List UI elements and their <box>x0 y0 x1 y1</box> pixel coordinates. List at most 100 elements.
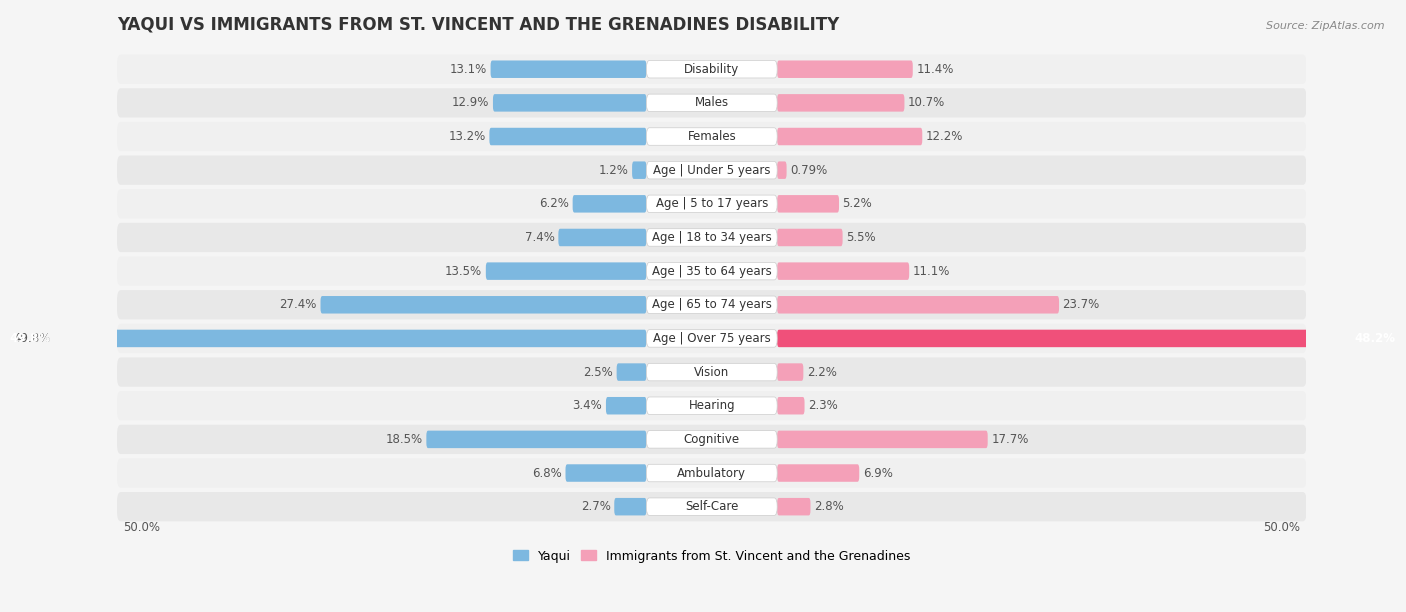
Text: 0.79%: 0.79% <box>790 163 827 177</box>
Text: 12.9%: 12.9% <box>451 96 489 110</box>
FancyBboxPatch shape <box>117 88 1306 118</box>
FancyBboxPatch shape <box>117 54 1306 84</box>
FancyBboxPatch shape <box>494 94 647 111</box>
FancyBboxPatch shape <box>572 195 647 212</box>
Text: 50.0%: 50.0% <box>124 521 160 534</box>
Text: Cognitive: Cognitive <box>683 433 740 446</box>
FancyBboxPatch shape <box>647 195 778 212</box>
Text: 2.2%: 2.2% <box>807 365 837 379</box>
Text: 17.7%: 17.7% <box>991 433 1029 446</box>
FancyBboxPatch shape <box>778 229 842 246</box>
Text: 10.7%: 10.7% <box>908 96 945 110</box>
FancyBboxPatch shape <box>647 128 778 145</box>
Text: 2.5%: 2.5% <box>583 365 613 379</box>
FancyBboxPatch shape <box>614 498 647 515</box>
FancyBboxPatch shape <box>565 465 647 482</box>
Text: 12.2%: 12.2% <box>925 130 963 143</box>
FancyBboxPatch shape <box>778 465 859 482</box>
FancyBboxPatch shape <box>558 229 647 246</box>
Text: Self-Care: Self-Care <box>685 500 738 513</box>
Text: Hearing: Hearing <box>689 399 735 412</box>
Text: 48.2%: 48.2% <box>1354 332 1395 345</box>
Text: Age | Under 5 years: Age | Under 5 years <box>652 163 770 177</box>
FancyBboxPatch shape <box>647 465 778 482</box>
FancyBboxPatch shape <box>117 324 1306 353</box>
FancyBboxPatch shape <box>617 364 647 381</box>
FancyBboxPatch shape <box>778 498 810 515</box>
FancyBboxPatch shape <box>778 263 910 280</box>
FancyBboxPatch shape <box>778 330 1350 347</box>
Text: 13.2%: 13.2% <box>449 130 486 143</box>
FancyBboxPatch shape <box>647 364 778 381</box>
FancyBboxPatch shape <box>778 61 912 78</box>
FancyBboxPatch shape <box>486 263 647 280</box>
FancyBboxPatch shape <box>647 330 778 347</box>
Text: 49.8%: 49.8% <box>10 332 51 345</box>
Text: Age | 18 to 34 years: Age | 18 to 34 years <box>652 231 772 244</box>
Text: 13.5%: 13.5% <box>446 264 482 278</box>
FancyBboxPatch shape <box>633 162 647 179</box>
Legend: Yaqui, Immigrants from St. Vincent and the Grenadines: Yaqui, Immigrants from St. Vincent and t… <box>508 545 915 567</box>
Text: 1.2%: 1.2% <box>599 163 628 177</box>
FancyBboxPatch shape <box>117 155 1306 185</box>
Text: Age | 35 to 64 years: Age | 35 to 64 years <box>652 264 772 278</box>
FancyBboxPatch shape <box>778 397 804 414</box>
FancyBboxPatch shape <box>647 263 778 280</box>
FancyBboxPatch shape <box>647 296 778 313</box>
FancyBboxPatch shape <box>489 128 647 145</box>
Text: 11.1%: 11.1% <box>912 264 950 278</box>
FancyBboxPatch shape <box>606 397 647 414</box>
Text: Source: ZipAtlas.com: Source: ZipAtlas.com <box>1267 21 1385 31</box>
FancyBboxPatch shape <box>117 189 1306 218</box>
Text: 2.3%: 2.3% <box>808 399 838 412</box>
FancyBboxPatch shape <box>426 431 647 448</box>
Text: 6.8%: 6.8% <box>533 466 562 480</box>
FancyBboxPatch shape <box>117 122 1306 151</box>
Text: 2.8%: 2.8% <box>814 500 844 513</box>
FancyBboxPatch shape <box>778 431 987 448</box>
Text: Males: Males <box>695 96 728 110</box>
Text: 27.4%: 27.4% <box>280 298 316 312</box>
Text: YAQUI VS IMMIGRANTS FROM ST. VINCENT AND THE GRENADINES DISABILITY: YAQUI VS IMMIGRANTS FROM ST. VINCENT AND… <box>117 15 839 33</box>
FancyBboxPatch shape <box>117 223 1306 252</box>
Text: 50.0%: 50.0% <box>1264 521 1301 534</box>
Text: 11.4%: 11.4% <box>917 62 953 76</box>
Text: Age | 5 to 17 years: Age | 5 to 17 years <box>655 197 768 211</box>
FancyBboxPatch shape <box>647 61 778 78</box>
FancyBboxPatch shape <box>117 458 1306 488</box>
Text: 6.2%: 6.2% <box>538 197 569 211</box>
FancyBboxPatch shape <box>117 290 1306 319</box>
FancyBboxPatch shape <box>647 498 778 515</box>
Text: 2.7%: 2.7% <box>581 500 610 513</box>
Text: 3.4%: 3.4% <box>572 399 602 412</box>
FancyBboxPatch shape <box>117 425 1306 454</box>
FancyBboxPatch shape <box>117 391 1306 420</box>
FancyBboxPatch shape <box>647 162 778 179</box>
Text: Ambulatory: Ambulatory <box>678 466 747 480</box>
FancyBboxPatch shape <box>117 357 1306 387</box>
FancyBboxPatch shape <box>53 330 647 347</box>
Text: 23.7%: 23.7% <box>1063 298 1099 312</box>
FancyBboxPatch shape <box>321 296 647 313</box>
FancyBboxPatch shape <box>647 94 778 111</box>
FancyBboxPatch shape <box>778 195 839 212</box>
Text: Age | Over 75 years: Age | Over 75 years <box>652 332 770 345</box>
Text: 7.4%: 7.4% <box>524 231 555 244</box>
FancyBboxPatch shape <box>647 229 778 246</box>
FancyBboxPatch shape <box>117 256 1306 286</box>
FancyBboxPatch shape <box>491 61 647 78</box>
Text: Females: Females <box>688 130 737 143</box>
FancyBboxPatch shape <box>778 162 786 179</box>
Text: 6.9%: 6.9% <box>863 466 893 480</box>
Text: 5.5%: 5.5% <box>846 231 876 244</box>
Text: 5.2%: 5.2% <box>842 197 872 211</box>
Text: Age | 65 to 74 years: Age | 65 to 74 years <box>652 298 772 312</box>
FancyBboxPatch shape <box>778 364 803 381</box>
FancyBboxPatch shape <box>117 492 1306 521</box>
FancyBboxPatch shape <box>647 431 778 448</box>
Text: Disability: Disability <box>685 62 740 76</box>
Text: 13.1%: 13.1% <box>450 62 486 76</box>
FancyBboxPatch shape <box>778 94 904 111</box>
Text: 18.5%: 18.5% <box>385 433 423 446</box>
FancyBboxPatch shape <box>647 397 778 414</box>
